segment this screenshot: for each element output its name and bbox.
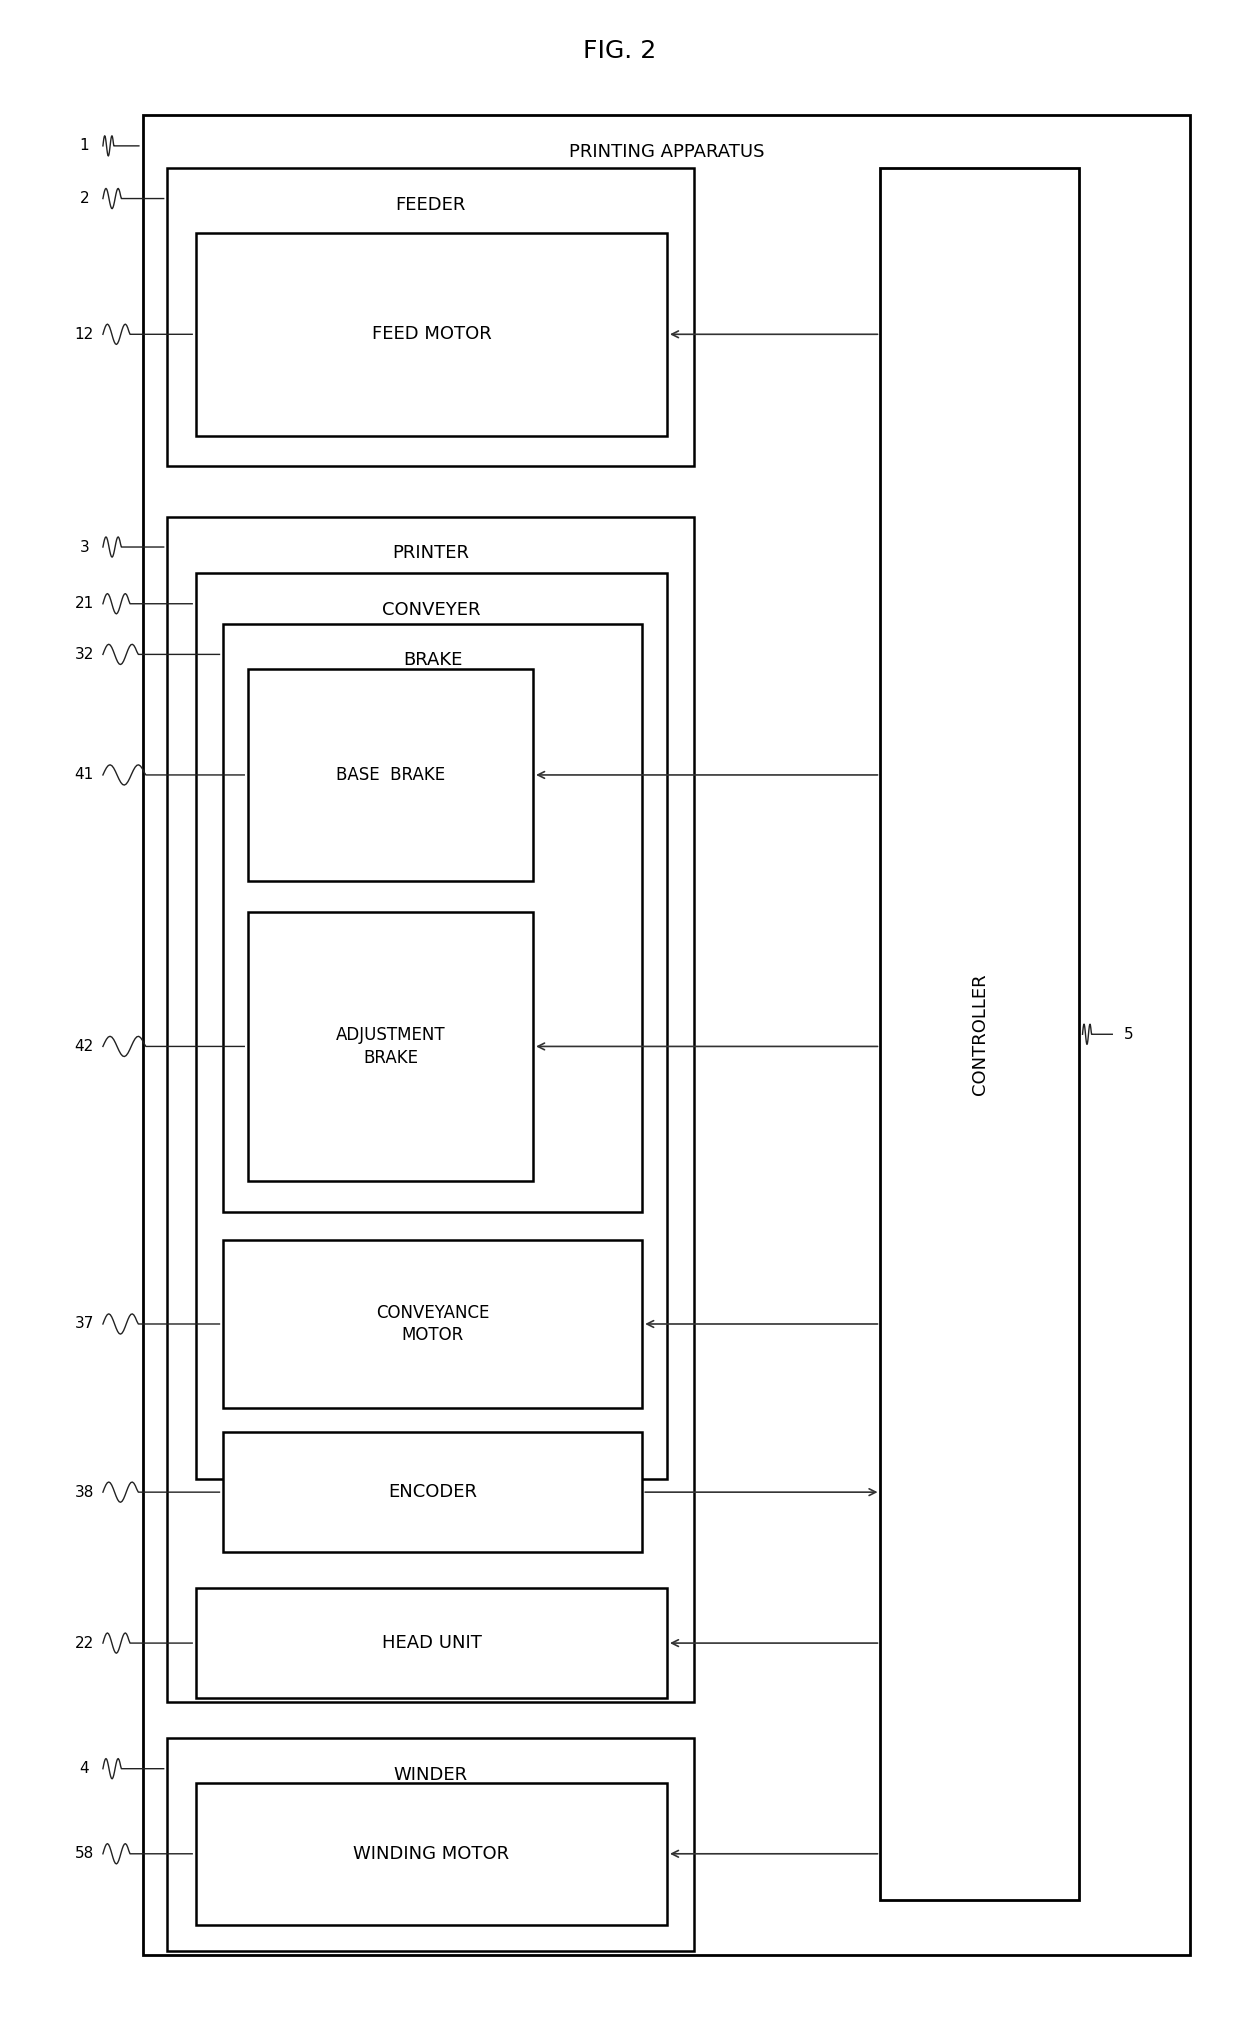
Text: 37: 37: [74, 1317, 94, 1331]
Text: HEAD UNIT: HEAD UNIT: [382, 1635, 481, 1651]
Bar: [196, 1783, 667, 1925]
Bar: [167, 517, 694, 1702]
Bar: [248, 669, 533, 881]
Bar: [223, 1432, 642, 1552]
Text: 58: 58: [74, 1846, 94, 1862]
Bar: [223, 624, 642, 1212]
Text: 21: 21: [74, 596, 94, 612]
Text: 12: 12: [74, 326, 94, 342]
Text: 4: 4: [79, 1761, 89, 1777]
Bar: [248, 912, 533, 1181]
Text: 2: 2: [79, 190, 89, 207]
Text: BRAKE: BRAKE: [403, 652, 463, 669]
Text: 38: 38: [74, 1485, 94, 1499]
Text: PRINTING APPARATUS: PRINTING APPARATUS: [569, 144, 764, 160]
Bar: [167, 1738, 694, 1951]
Text: CONVEYER: CONVEYER: [382, 602, 481, 618]
Text: 42: 42: [74, 1039, 94, 1054]
Text: FEEDER: FEEDER: [396, 197, 466, 213]
Text: CONTROLLER: CONTROLLER: [971, 972, 988, 1096]
Text: ADJUSTMENT
BRAKE: ADJUSTMENT BRAKE: [336, 1027, 445, 1066]
Bar: [880, 168, 1079, 1900]
Bar: [223, 1240, 642, 1408]
Bar: [196, 573, 667, 1479]
Text: 1: 1: [79, 138, 89, 154]
Text: 3: 3: [79, 539, 89, 555]
Text: 41: 41: [74, 768, 94, 782]
Text: PRINTER: PRINTER: [392, 545, 470, 561]
Text: 5: 5: [1123, 1027, 1133, 1041]
Bar: [196, 1588, 667, 1698]
Text: FEED MOTOR: FEED MOTOR: [372, 326, 491, 342]
Text: WINDER: WINDER: [394, 1767, 467, 1783]
Bar: [196, 233, 667, 436]
Text: BASE  BRAKE: BASE BRAKE: [336, 766, 445, 784]
Text: WINDING MOTOR: WINDING MOTOR: [353, 1846, 510, 1862]
Text: CONVEYANCE
MOTOR: CONVEYANCE MOTOR: [376, 1305, 490, 1343]
Text: ENCODER: ENCODER: [388, 1483, 477, 1501]
Text: 22: 22: [74, 1635, 94, 1651]
Text: FIG. 2: FIG. 2: [583, 38, 657, 63]
Bar: [167, 168, 694, 466]
Bar: [143, 115, 1190, 1955]
Text: 32: 32: [74, 646, 94, 663]
